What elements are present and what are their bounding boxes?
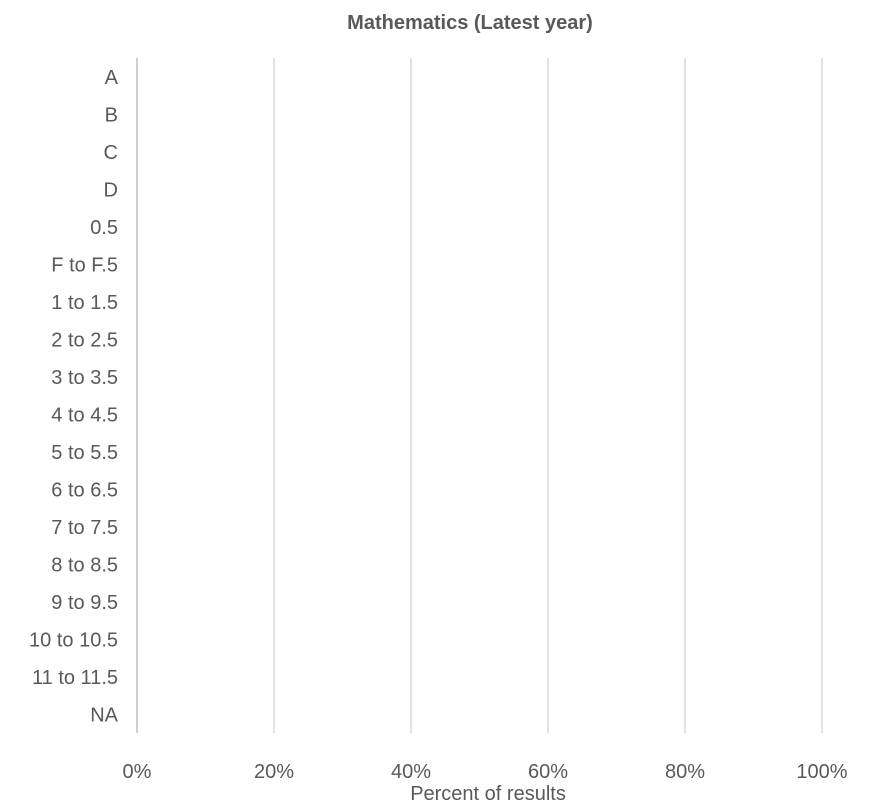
x-tick-label: 60% [528,761,568,783]
category-label: F to F.5 [51,254,118,276]
category-label: B [105,104,118,126]
category-label: A [105,67,119,89]
x-tick-label: 20% [254,761,294,783]
category-label: NA [90,704,118,726]
gridlines [273,58,823,733]
category-label: 0.5 [90,217,118,239]
category-label: 3 to 3.5 [51,367,118,389]
category-label: 6 to 6.5 [51,479,118,501]
category-label: 4 to 4.5 [51,404,118,426]
category-label: 8 to 8.5 [51,554,118,576]
category-label: C [104,142,118,164]
category-label: 11 to 11.5 [32,667,118,689]
category-label: 5 to 5.5 [51,442,118,464]
chart-title: Mathematics (Latest year) [347,12,593,34]
x-axis-title: Percent of results [410,783,566,805]
x-tick-label: 80% [665,761,705,783]
x-tick-label: 100% [796,761,847,783]
x-tick-labels: 0% 20% 40% 60% 80% 100% [123,761,848,783]
category-label: 9 to 9.5 [51,592,118,614]
category-label: D [104,179,118,201]
x-tick-label: 40% [391,761,431,783]
x-tick-label: 0% [123,761,152,783]
category-label: 2 to 2.5 [51,329,118,351]
category-label: 10 to 10.5 [29,629,118,651]
category-label: 7 to 7.5 [51,517,118,539]
category-label: 1 to 1.5 [51,292,118,314]
